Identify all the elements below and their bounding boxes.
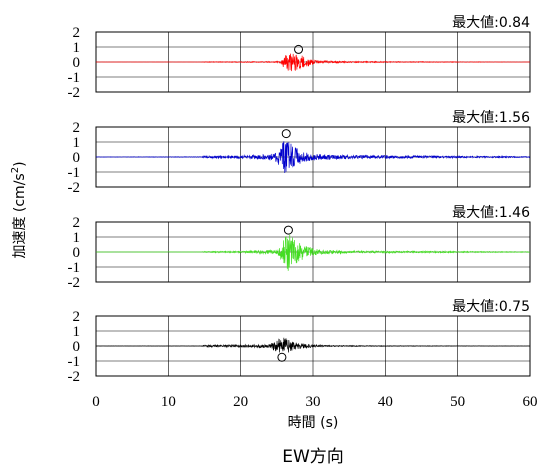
panel-frame	[95, 126, 531, 188]
y-tick-label: 2	[73, 120, 81, 136]
y-tick-label: -1	[68, 70, 81, 86]
y-tick-label: 2	[73, 309, 81, 325]
y-tick-label: 0	[73, 55, 81, 71]
x-tick-label: 0	[92, 394, 100, 410]
y-tick-label: 2	[73, 25, 81, 41]
peak-marker	[277, 352, 287, 362]
y-tick-label: 0	[73, 245, 81, 261]
x-axis-label: 時間 (s)	[288, 415, 339, 431]
panel-1: 210-1-2 最大値:0.84	[68, 15, 531, 101]
y-tick-label: 1	[73, 324, 81, 340]
x-tick-label: 10	[161, 394, 176, 410]
figure-caption: EW方向	[282, 447, 344, 467]
y-tick-label: 2	[73, 215, 81, 231]
max-value-label: 最大値:1.46	[452, 205, 530, 221]
waveform-line	[95, 141, 531, 173]
y-tick-label: 1	[73, 40, 81, 56]
waveform-line	[95, 337, 531, 353]
max-value-label: 最大値:1.56	[452, 110, 530, 126]
y-tick-label: -1	[68, 260, 81, 276]
x-tick-label: 30	[306, 394, 321, 410]
peak-marker	[283, 225, 293, 235]
y-tick-label: -2	[68, 275, 81, 291]
y-tick-label: 0	[73, 339, 81, 355]
max-value-label: 最大値:0.84	[452, 15, 530, 31]
y-tick-label: 1	[73, 230, 81, 246]
waveform-line	[95, 53, 531, 72]
y-tick-label: -2	[68, 369, 81, 385]
peak-marker	[281, 129, 291, 139]
x-tick-label: 40	[378, 394, 393, 410]
max-value-label: 最大値:0.75	[452, 299, 530, 315]
waveform-line	[95, 234, 531, 271]
x-tick-label: 60	[523, 394, 538, 410]
y-tick-label: -1	[68, 354, 81, 370]
y-tick-label: 1	[73, 135, 81, 151]
y-tick-label: -2	[68, 85, 81, 101]
y-tick-label: -2	[68, 180, 81, 196]
y-tick-label: -1	[68, 165, 81, 181]
peak-marker	[294, 44, 304, 54]
y-tick-label: 0	[73, 150, 81, 166]
panel-2: 210-1-2 最大値:1.56	[68, 110, 531, 196]
x-tick-label: 50	[450, 394, 465, 410]
panel-4: 210-1-2 最大値:0.75	[68, 299, 531, 385]
y-axis-label: 加速度 (cm/s2)	[10, 161, 28, 258]
x-tick-label: 20	[233, 394, 248, 410]
panel-3: 210-1-2 最大値:1.46	[68, 205, 531, 291]
